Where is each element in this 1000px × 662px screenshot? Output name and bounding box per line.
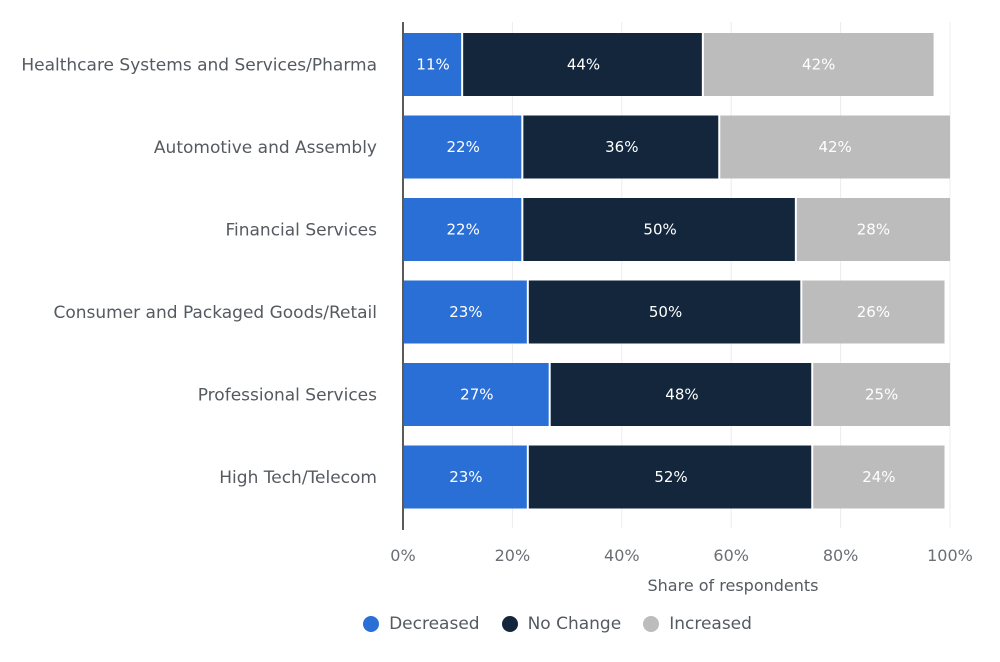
x-tick-label: 0% — [390, 546, 415, 565]
data-label: 28% — [857, 221, 890, 239]
segment-labels: 11% 44% 42% 22% 36% 42% 22% 50% 28% 23% 50% 26% 27% 4… — [416, 56, 898, 487]
bar-segment-no-change[interactable] — [528, 445, 812, 509]
stacked-bar-chart: 11% 44% 42% 22% 36% 42% 22% 50% 28% 23% 50% 26% 27% 4… — [21, 22, 973, 595]
data-label: 22% — [446, 221, 479, 239]
bar-segment-decreased[interactable] — [403, 445, 527, 509]
category-label: Professional Services — [198, 386, 377, 406]
category-label: Automotive and Assembly — [154, 138, 377, 158]
x-tick-label: 20% — [495, 546, 531, 565]
bar-segment-no-change[interactable] — [528, 280, 801, 344]
data-label: 50% — [649, 303, 682, 321]
bar-segment-decreased[interactable] — [403, 198, 522, 261]
legend-label-decreased: Decreased — [389, 614, 480, 634]
x-tick-label: 60% — [713, 546, 749, 565]
bar-segment-no-change[interactable] — [523, 198, 795, 261]
data-label: 23% — [449, 468, 482, 486]
data-label: 42% — [818, 138, 851, 156]
x-tick-label: 40% — [604, 546, 640, 565]
data-label: 24% — [862, 468, 895, 486]
category-label: Financial Services — [225, 221, 377, 241]
data-label: 26% — [857, 303, 890, 321]
bar-segment-increased[interactable] — [720, 115, 950, 179]
legend-item-no-change[interactable]: No Change — [501, 614, 622, 634]
legend-item-increased[interactable]: Increased — [643, 614, 752, 634]
data-label: 22% — [446, 138, 479, 156]
legend-dot-no-change-icon — [501, 616, 518, 632]
bar-segment-decreased[interactable] — [403, 280, 527, 344]
category-label: Healthcare Systems and Services/Pharma — [21, 56, 377, 76]
data-label: 48% — [665, 386, 698, 404]
bars — [403, 33, 950, 509]
data-label: 44% — [567, 56, 600, 74]
legend-dot-increased-icon — [643, 616, 660, 632]
x-axis-title: Share of respondents — [647, 576, 818, 595]
data-label: 42% — [802, 56, 835, 74]
data-label: 52% — [654, 468, 687, 486]
legend-label-no-change: No Change — [527, 614, 622, 634]
x-tick-label: 100% — [927, 546, 973, 565]
bar-segment-decreased[interactable] — [403, 363, 549, 426]
legend: Decreased No Change Increased — [0, 610, 1000, 638]
data-label: 11% — [416, 56, 449, 74]
bar-segment-no-change[interactable] — [550, 363, 812, 426]
x-tick-label: 80% — [823, 546, 859, 565]
bar-segment-decreased[interactable] — [403, 115, 522, 179]
category-labels: Healthcare Systems and Services/Pharma Au… — [21, 56, 377, 489]
data-label: 23% — [449, 303, 482, 321]
data-label: 27% — [460, 386, 493, 404]
bar-segment-no-change[interactable] — [463, 33, 702, 96]
data-label: 36% — [605, 138, 638, 156]
category-label: High Tech/Telecom — [219, 468, 377, 488]
legend-dot-decreased-icon — [363, 616, 380, 632]
bar-segment-increased[interactable] — [703, 33, 934, 96]
data-label: 25% — [865, 386, 898, 404]
data-label: 50% — [643, 221, 676, 239]
bar-segment-increased[interactable] — [802, 280, 945, 344]
legend-label-increased: Increased — [669, 614, 752, 634]
bar-segment-increased[interactable] — [796, 198, 950, 261]
x-tick-labels: 0% 20% 40% 60% 80% 100% — [390, 546, 973, 565]
bar-segment-decreased[interactable] — [403, 33, 462, 96]
legend-item-decreased[interactable]: Decreased — [363, 614, 480, 634]
category-label: Consumer and Packaged Goods/Retail — [53, 303, 377, 323]
bar-segment-increased[interactable] — [813, 363, 950, 426]
gridlines — [511, 22, 951, 528]
bar-segment-increased[interactable] — [813, 445, 945, 509]
bar-segment-no-change[interactable] — [523, 115, 719, 179]
